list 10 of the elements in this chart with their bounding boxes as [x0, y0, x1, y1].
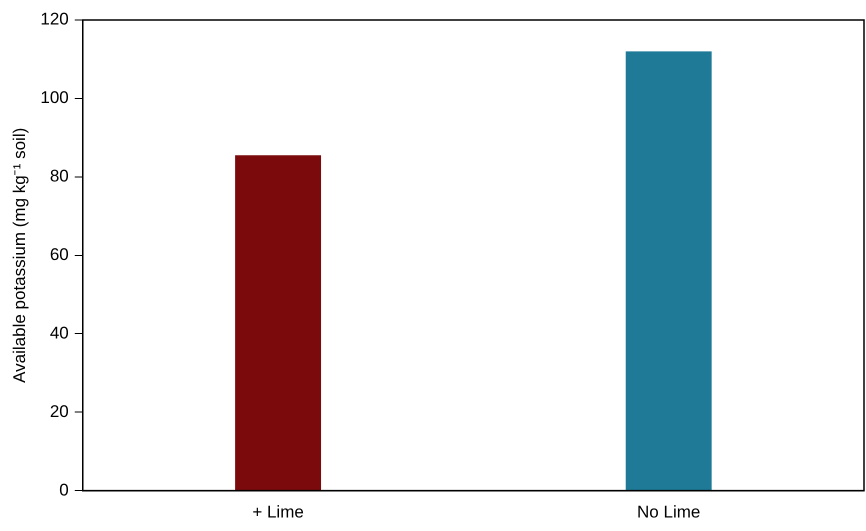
- y-tick-label: 0: [59, 480, 69, 500]
- x-tick-label: No Lime: [637, 502, 700, 522]
- y-tick-label: 120: [40, 10, 69, 29]
- y-tick-label: 100: [40, 88, 69, 108]
- x-tick-label: + Lime: [252, 502, 304, 522]
- y-tick-label: 40: [50, 323, 69, 342]
- y-tick-label: 20: [50, 402, 69, 421]
- y-tick-label: 80: [50, 166, 69, 186]
- y-axis-title: Available potassium (mg kg⁻¹ soil): [10, 128, 29, 383]
- y-tick-label: 60: [50, 244, 69, 264]
